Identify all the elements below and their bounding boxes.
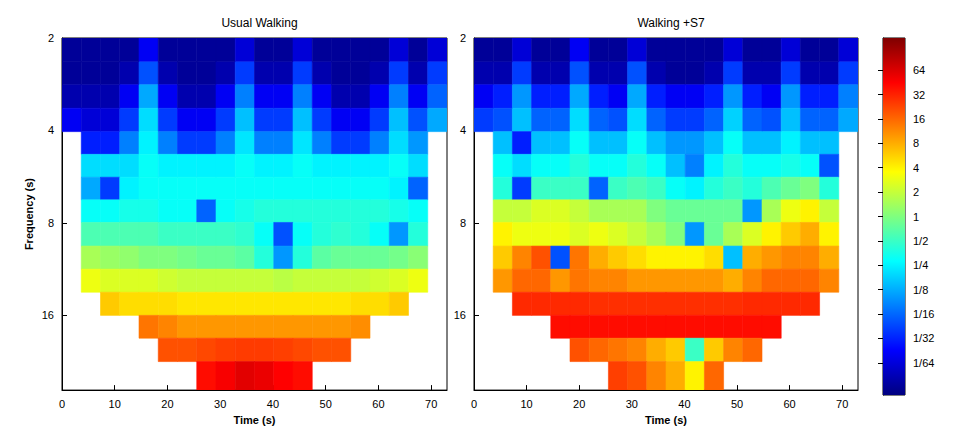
svg-text:40: 40 [678,398,690,410]
svg-text:Usual Walking: Usual Walking [221,16,297,30]
svg-text:1/4: 1/4 [913,259,928,271]
svg-text:50: 50 [320,398,332,410]
svg-text:1: 1 [913,211,919,223]
svg-text:0: 0 [471,398,477,410]
svg-text:60: 60 [372,398,384,410]
svg-text:60: 60 [783,398,795,410]
svg-text:4: 4 [913,162,919,174]
svg-text:10: 10 [520,398,532,410]
svg-text:4: 4 [460,124,466,136]
svg-text:1/16: 1/16 [913,308,934,320]
svg-text:10: 10 [109,398,121,410]
svg-text:1/2: 1/2 [913,235,928,247]
svg-text:Time (s): Time (s) [645,414,687,426]
svg-text:30: 30 [214,398,226,410]
svg-text:50: 50 [731,398,743,410]
svg-text:0: 0 [59,398,65,410]
svg-text:4: 4 [48,124,54,136]
svg-text:2: 2 [460,32,466,44]
svg-text:2: 2 [913,186,919,198]
svg-text:Time (s): Time (s) [234,414,276,426]
svg-text:20: 20 [161,398,173,410]
svg-text:32: 32 [913,89,925,101]
svg-text:1/32: 1/32 [913,332,934,344]
svg-text:16: 16 [913,113,925,125]
svg-text:64: 64 [913,64,925,76]
svg-text:Walking +S7: Walking +S7 [637,16,705,30]
svg-text:1/64: 1/64 [913,357,934,369]
svg-text:16: 16 [454,309,466,321]
svg-text:40: 40 [267,398,279,410]
svg-text:2: 2 [48,32,54,44]
svg-text:Frequency (s): Frequency (s) [23,178,35,250]
svg-text:20: 20 [573,398,585,410]
svg-text:8: 8 [48,217,54,229]
svg-text:1/8: 1/8 [913,284,928,296]
svg-text:8: 8 [460,217,466,229]
svg-text:16: 16 [42,309,54,321]
svg-text:70: 70 [836,398,848,410]
svg-text:8: 8 [913,137,919,149]
svg-text:30: 30 [626,398,638,410]
svg-text:70: 70 [425,398,437,410]
